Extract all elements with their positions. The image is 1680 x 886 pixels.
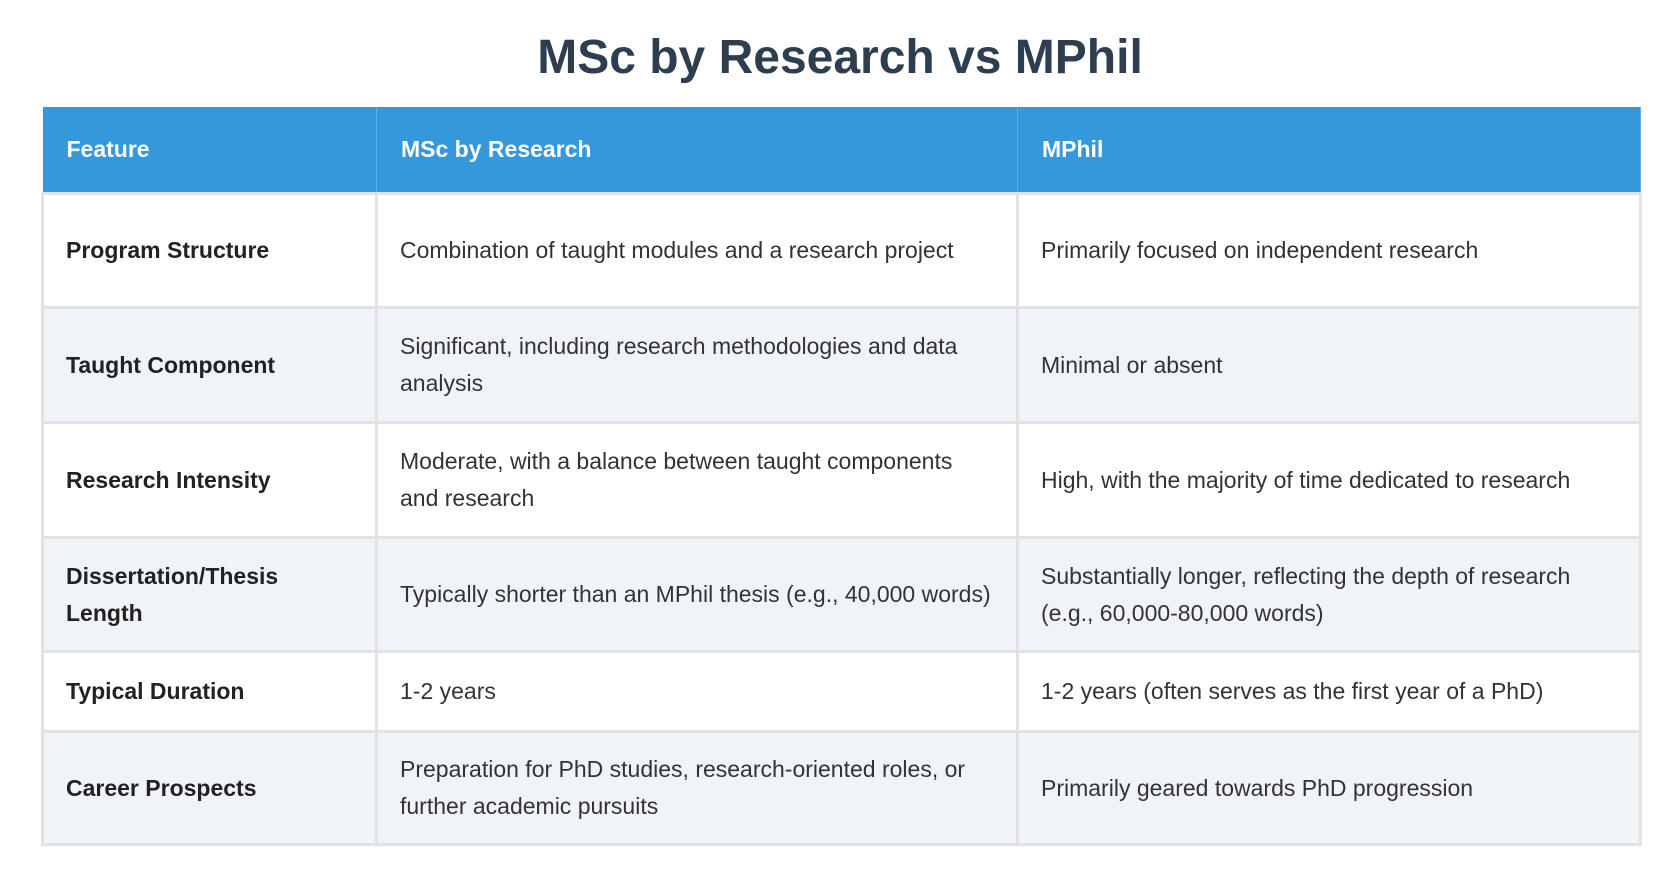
page-title: MSc by Research vs MPhil	[537, 31, 1143, 84]
mphil-cell: Primarily geared towards PhD progression	[1016, 730, 1642, 846]
feature-cell: Taught Component	[41, 306, 378, 424]
msc-cell: Preparation for PhD studies, research-or…	[375, 730, 1019, 846]
mphil-cell: 1-2 years (often serves as the first yea…	[1016, 650, 1642, 733]
msc-cell: Combination of taught modules and a rese…	[375, 192, 1019, 309]
feature-cell: Typical Duration	[41, 650, 378, 733]
mphil-cell: Minimal or absent	[1016, 306, 1642, 424]
table-row: Typical Duration 1-2 years 1-2 years (of…	[41, 650, 1642, 733]
feature-cell: Program Structure	[41, 192, 378, 309]
table-row: Research Intensity Moderate, with a bala…	[41, 421, 1642, 539]
feature-cell: Dissertation/Thesis Length	[41, 536, 378, 653]
table-row: Taught Component Significant, including …	[41, 306, 1642, 424]
comparison-table: Feature MSc by Research MPhil Program St…	[41, 107, 1642, 846]
column-header-feature: Feature	[42, 107, 377, 194]
msc-cell: Significant, including research methodol…	[375, 306, 1019, 424]
table-row: Program Structure Combination of taught …	[41, 192, 1642, 309]
msc-cell: Moderate, with a balance between taught …	[375, 421, 1019, 539]
feature-cell: Research Intensity	[41, 421, 378, 539]
mphil-cell: High, with the majority of time dedicate…	[1016, 421, 1642, 539]
header-row: Feature MSc by Research MPhil	[42, 107, 1641, 194]
table-row: Dissertation/Thesis Length Typically sho…	[41, 536, 1642, 653]
column-header-mphil: MPhil	[1017, 107, 1641, 194]
msc-cell: 1-2 years	[375, 650, 1019, 733]
column-header-msc: MSc by Research	[376, 107, 1018, 194]
mphil-cell: Substantially longer, reflecting the dep…	[1016, 536, 1642, 653]
msc-cell: Typically shorter than an MPhil thesis (…	[375, 536, 1019, 653]
feature-cell: Career Prospects	[41, 730, 378, 846]
mphil-cell: Primarily focused on independent researc…	[1016, 192, 1642, 309]
table-row: Career Prospects Preparation for PhD stu…	[41, 730, 1642, 846]
